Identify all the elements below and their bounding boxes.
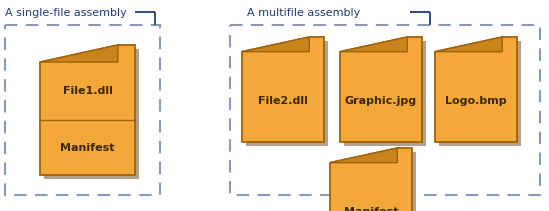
Polygon shape [40, 45, 135, 175]
Polygon shape [340, 37, 407, 52]
Polygon shape [330, 148, 412, 211]
Text: Graphic.jpg: Graphic.jpg [345, 96, 417, 106]
Polygon shape [330, 148, 397, 163]
Text: Logo.bmp: Logo.bmp [445, 96, 507, 106]
Text: Manifest: Manifest [344, 207, 398, 211]
Text: Manifest: Manifest [60, 143, 115, 153]
Text: A single-file assembly: A single-file assembly [5, 8, 127, 18]
Bar [5, 25, 160, 195]
Text: A multifile assembly: A multifile assembly [247, 8, 360, 18]
Polygon shape [44, 49, 139, 179]
Polygon shape [344, 41, 426, 146]
Polygon shape [340, 37, 422, 142]
Polygon shape [334, 152, 416, 211]
Polygon shape [40, 45, 118, 62]
Polygon shape [439, 41, 521, 146]
Polygon shape [242, 37, 324, 142]
Polygon shape [435, 37, 502, 52]
Polygon shape [435, 37, 517, 142]
Text: File1.dll: File1.dll [63, 86, 113, 96]
Bar [230, 25, 540, 195]
Text: File2.dll: File2.dll [258, 96, 308, 106]
Polygon shape [246, 41, 328, 146]
Polygon shape [242, 37, 309, 52]
